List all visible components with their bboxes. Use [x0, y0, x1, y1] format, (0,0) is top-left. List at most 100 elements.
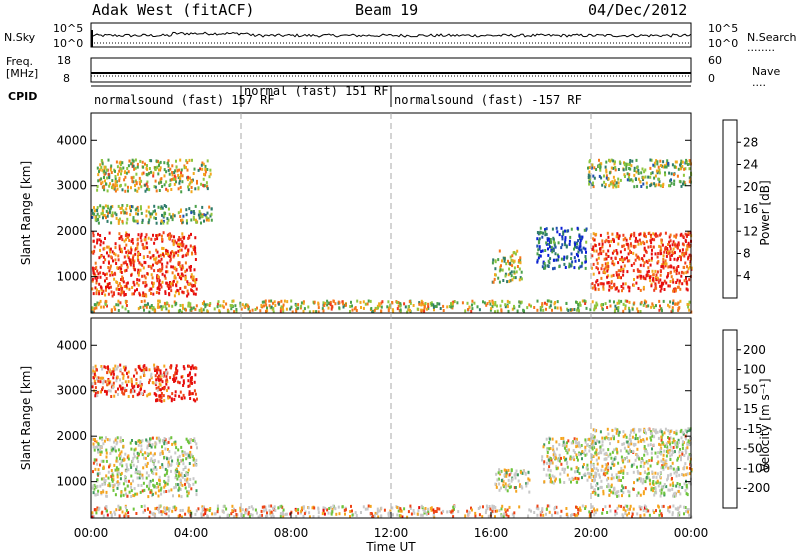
heatmap-cell: [575, 505, 577, 509]
heatmap-cell: [648, 276, 651, 279]
heatmap-cell: [660, 485, 663, 489]
heatmap-cell: [521, 471, 524, 475]
heatmap-cell: [591, 247, 594, 251]
heatmap-cell: [536, 308, 539, 312]
heatmap-cell: [655, 304, 657, 308]
heatmap-cell: [554, 479, 556, 483]
heatmap-cell: [576, 458, 579, 462]
heatmap-cell: [567, 448, 570, 452]
heatmap-cell: [158, 482, 161, 486]
heatmap-cell: [124, 175, 127, 179]
heatmap-cell: [505, 485, 507, 489]
heatmap-cell: [612, 491, 615, 495]
heatmap-cell: [518, 505, 521, 509]
heatmap-cell: [229, 304, 232, 307]
heatmap-cell: [622, 168, 625, 172]
heatmap-cell: [491, 261, 494, 265]
heatmap-cell: [127, 457, 130, 461]
heatmap-cell: [516, 249, 519, 253]
heatmap-cell: [243, 305, 246, 309]
heatmap-cell: [535, 506, 538, 510]
heatmap-cell: [654, 174, 657, 178]
heatmap-cell: [118, 514, 121, 518]
heatmap-cell: [114, 390, 117, 394]
heatmap-cell: [174, 469, 177, 473]
heatmap-cell: [421, 308, 424, 312]
heatmap-cell: [185, 213, 188, 217]
heatmap-cell: [108, 482, 111, 486]
heatmap-cell: [627, 252, 630, 256]
heatmap-cell: [523, 309, 525, 313]
heatmap-cell: [504, 487, 507, 491]
heatmap-cell: [643, 430, 646, 434]
heatmap-cell: [592, 245, 595, 249]
heatmap-cell: [105, 182, 107, 186]
heatmap-cell: [195, 493, 198, 497]
heatmap-cell: [161, 451, 164, 455]
heatmap-cell: [540, 250, 543, 253]
heatmap-cell: [592, 455, 595, 458]
heatmap-cell: [683, 505, 686, 509]
heatmap-cell: [499, 265, 502, 269]
heatmap-cell: [668, 240, 671, 244]
heatmap-cell: [176, 477, 179, 481]
heatmap-cell: [626, 472, 629, 475]
heatmap-cell: [103, 439, 106, 443]
heatmap-cell: [681, 270, 683, 274]
heatmap-cell: [128, 233, 130, 237]
heatmap-cell: [649, 158, 652, 162]
heatmap-cell: [508, 267, 511, 271]
heatmap-cell: [148, 310, 151, 314]
heatmap-cell: [506, 299, 509, 303]
heatmap-cell: [602, 285, 605, 289]
heatmap-cell: [622, 471, 625, 475]
heatmap-cell: [174, 177, 177, 181]
heatmap-cell: [653, 164, 656, 168]
heatmap-cell: [211, 512, 214, 516]
heatmap-cell: [655, 475, 658, 479]
heatmap-cell: [650, 284, 653, 288]
heatmap-cell: [129, 213, 132, 217]
heatmap-cell: [397, 301, 400, 304]
heatmap-cell: [620, 489, 623, 493]
heatmap-cell: [126, 465, 128, 469]
heatmap-cell: [546, 299, 549, 303]
heatmap-cell: [140, 232, 143, 236]
heatmap-cell: [575, 245, 578, 249]
heatmap-cell: [629, 242, 632, 246]
heatmap-cell: [105, 448, 108, 452]
heatmap-cell: [660, 488, 663, 492]
heatmap-cell: [669, 458, 672, 461]
heatmap-cell: [671, 511, 674, 515]
heatmap-cell: [551, 461, 554, 465]
heatmap-cell: [117, 292, 120, 296]
heatmap-cell: [152, 467, 155, 471]
heatmap-cell: [116, 266, 119, 270]
heatmap-cell: [517, 260, 520, 264]
heatmap-cell: [285, 512, 288, 516]
heatmap-cell: [109, 273, 112, 277]
heatmap-cell: [129, 251, 132, 255]
heatmap-cell: [554, 252, 557, 256]
heatmap-cell: [617, 299, 620, 303]
heatmap-cell: [156, 368, 159, 372]
heatmap-cell: [628, 289, 631, 293]
heatmap-cell: [646, 476, 649, 480]
heatmap-cell: [601, 307, 604, 311]
heatmap-cell: [554, 306, 557, 310]
heatmap-cell: [647, 471, 650, 475]
heatmap-cell: [126, 383, 128, 387]
heatmap-cell: [673, 173, 675, 177]
heatmap-cell: [308, 310, 311, 314]
heatmap-cell: [598, 271, 601, 275]
heatmap-cell: [326, 303, 329, 307]
heatmap-cell: [572, 455, 575, 459]
heatmap-cell: [651, 434, 654, 438]
heatmap-cell: [128, 479, 130, 483]
heatmap-cell: [566, 465, 569, 469]
heatmap-cell: [135, 378, 138, 382]
heatmap-cell: [644, 487, 647, 491]
heatmap-cell: [548, 473, 551, 477]
heatmap-cell: [432, 508, 435, 512]
heatmap-cell: [273, 508, 276, 512]
